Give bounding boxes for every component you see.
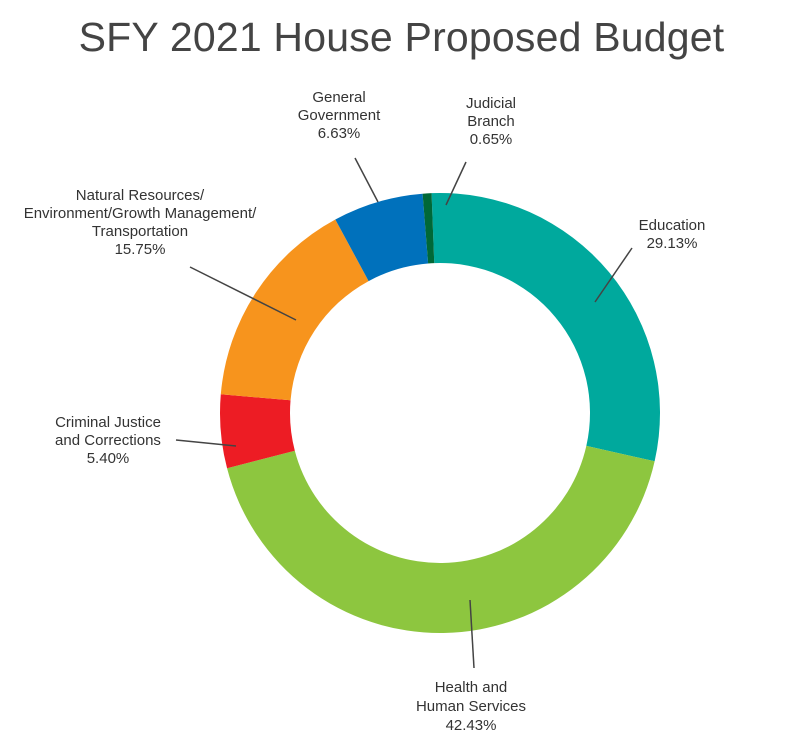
slice-label-0: Education 29.13% [639, 217, 706, 252]
leader-line-4 [354, 157, 379, 203]
leader-line-5 [445, 161, 467, 206]
leader-line-2 [175, 439, 237, 447]
slice-name-line: Education [639, 217, 706, 234]
slice-name-line: Health and [435, 679, 508, 696]
slice-name-line: Government [298, 107, 381, 124]
slice-value-label: 42.43% [446, 717, 497, 734]
slice-label-2: Criminal Justice and Corrections 5.40% [55, 414, 161, 467]
slice-value-label: 15.75% [115, 241, 166, 258]
slice-label-5: Judicial Branch 0.65% [466, 95, 516, 148]
slice-label-1: Health and Human Services 42.43% [416, 679, 526, 734]
slice-5 [422, 193, 435, 264]
leader-line-1 [469, 599, 475, 669]
leader-line-3 [189, 266, 297, 321]
slice-name-line: Branch [467, 113, 515, 130]
slice-name-line: General [312, 89, 365, 106]
slice-name-line: Environment/Growth Management/ [24, 205, 257, 222]
slice-name-line: Criminal Justice [55, 414, 161, 431]
slice-name-line: and Corrections [55, 432, 161, 449]
slice-0 [431, 192, 660, 462]
chart-title: SFY 2021 House Proposed Budget [78, 14, 725, 60]
slice-label-3: Natural Resources/Environment/Growth Man… [24, 187, 257, 258]
slice-name-line: Judicial [466, 95, 516, 112]
slice-value-label: 0.65% [470, 131, 513, 148]
slices-layer [220, 192, 660, 634]
leader-lines-layer [175, 157, 633, 669]
slice-4 [335, 193, 429, 282]
slice-1 [227, 445, 655, 634]
slice-value-label: 5.40% [87, 450, 130, 467]
slice-label-4: General Government 6.63% [298, 89, 381, 142]
slice-2 [220, 394, 295, 469]
slice-value-label: 29.13% [647, 235, 698, 252]
slice-name-line: Transportation [92, 223, 188, 240]
slice-name-line: Natural Resources/ [76, 187, 205, 204]
slice-labels-layer: Education 29.13% Health and Human Services 4… [24, 89, 706, 734]
slice-value-label: 6.63% [318, 125, 361, 142]
slice-name-line: Human Services [416, 698, 526, 715]
slice-3 [220, 219, 369, 401]
leader-line-0 [594, 247, 633, 303]
